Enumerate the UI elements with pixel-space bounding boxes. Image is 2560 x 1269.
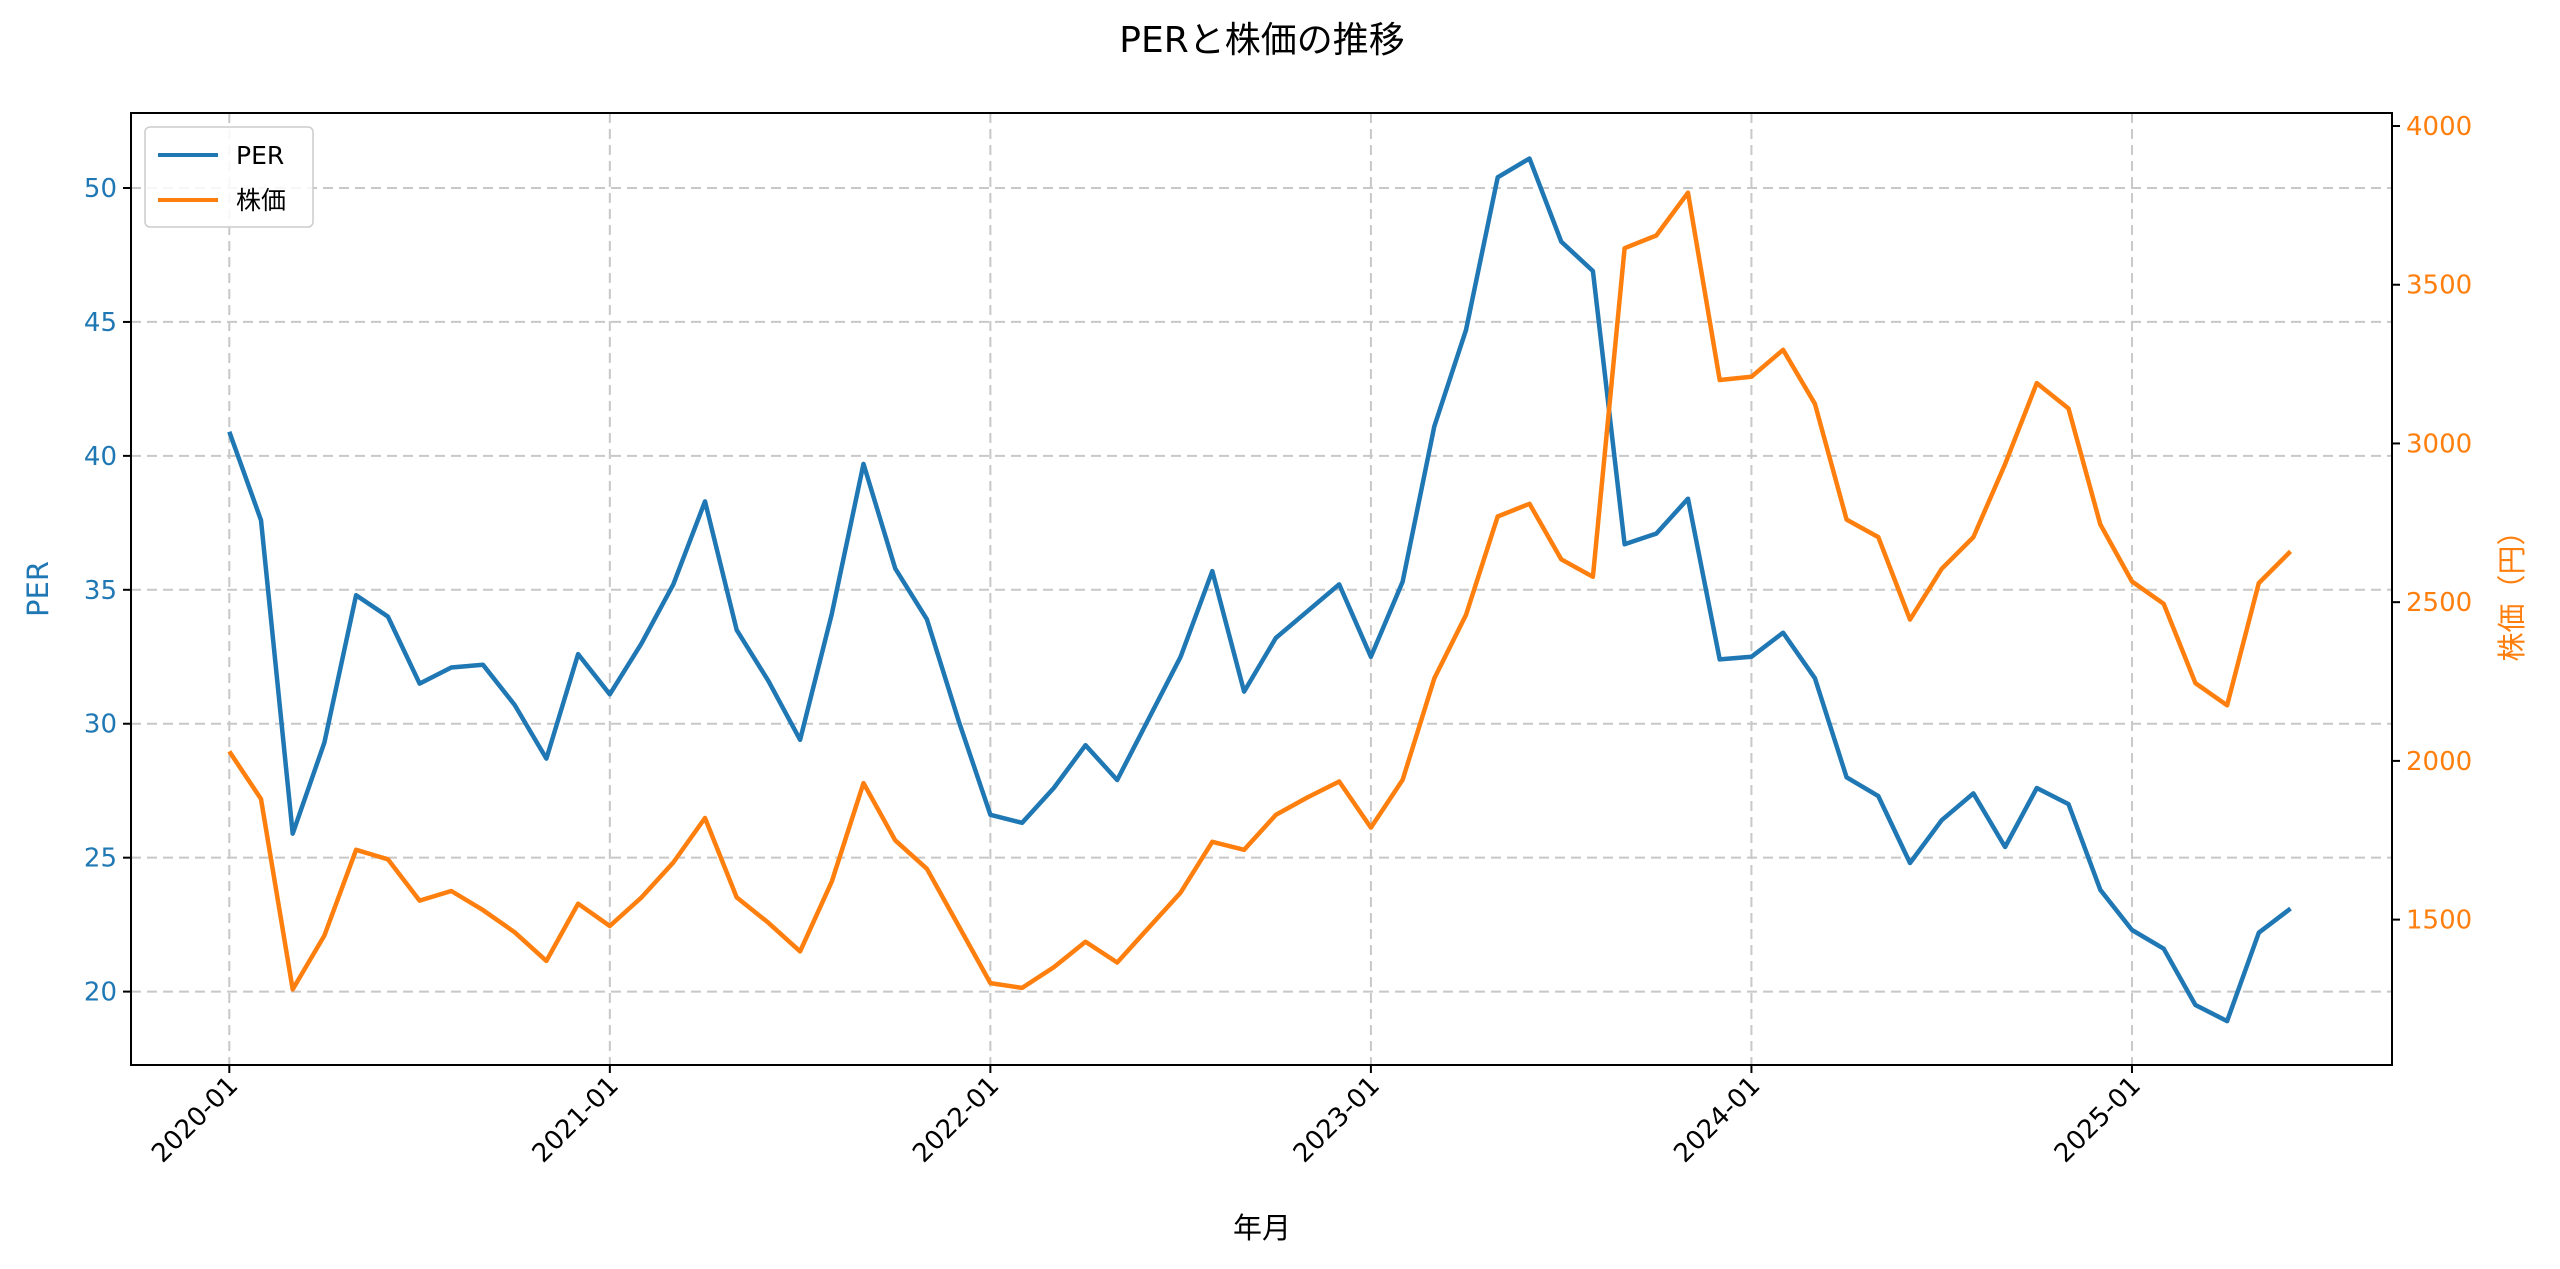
x-tick-label: 2023-01 <box>1288 1071 1386 1169</box>
y-right-tick-label: 3000 <box>2406 429 2472 459</box>
y-left-tick-label: 25 <box>84 844 117 874</box>
series-lines <box>227 156 2293 1024</box>
x-tick-label: 2025-01 <box>2049 1071 2147 1169</box>
y-axis-right: 1500 2000 2500 3000 3500 4000 <box>2392 112 2472 936</box>
y-left-tick-label: 30 <box>84 710 117 740</box>
grid <box>131 113 2392 1065</box>
y-left-tick-label: 35 <box>84 576 117 606</box>
x-tick-label: 2021-01 <box>527 1071 625 1169</box>
y-left-tick-label: 40 <box>84 442 117 472</box>
per-line <box>227 156 2292 1024</box>
price-line <box>227 190 2293 992</box>
y-left-tick-label: 45 <box>84 308 117 338</box>
y-right-tick-label: 4000 <box>2406 112 2472 142</box>
x-tick-label: 2024-01 <box>1668 1071 1766 1169</box>
y-left-tick-label: 50 <box>84 174 117 204</box>
chart-title: PERと株価の推移 <box>1119 20 1404 61</box>
x-tick-label: 2020-01 <box>146 1071 244 1169</box>
y-right-tick-label: 2500 <box>2406 588 2472 618</box>
legend-box <box>144 126 314 228</box>
x-axis: 2020-01 2021-01 2022-01 2023-01 2024-01 2025-… <box>146 1065 2147 1169</box>
legend-label-per: PER <box>236 141 284 170</box>
y-axis-left-label: PER <box>21 561 55 617</box>
y-axis-left: 20 25 30 35 40 45 50 <box>84 174 131 1008</box>
y-right-tick-label: 3500 <box>2406 271 2472 301</box>
legend-label-price: 株価 <box>236 186 286 215</box>
y-left-tick-label: 20 <box>84 978 117 1008</box>
x-tick-label: 2022-01 <box>907 1071 1005 1169</box>
x-axis-label: 年月 <box>1233 1211 1291 1245</box>
y-right-tick-label: 2000 <box>2406 747 2472 777</box>
y-axis-right-label: 株価（円） <box>2495 516 2529 661</box>
legend: PER 株価 <box>144 126 314 228</box>
y-right-tick-label: 1500 <box>2406 906 2472 936</box>
